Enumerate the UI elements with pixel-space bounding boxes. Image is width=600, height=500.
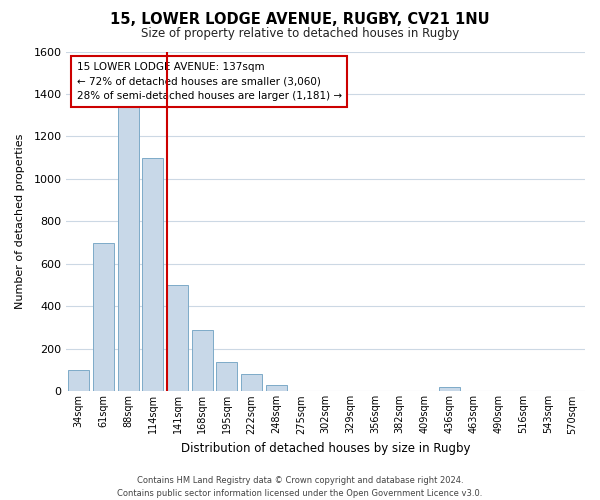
X-axis label: Distribution of detached houses by size in Rugby: Distribution of detached houses by size … <box>181 442 470 455</box>
Bar <box>241 374 262 392</box>
Text: 15 LOWER LODGE AVENUE: 137sqm
← 72% of detached houses are smaller (3,060)
28% o: 15 LOWER LODGE AVENUE: 137sqm ← 72% of d… <box>77 62 342 102</box>
Bar <box>266 385 287 392</box>
Bar <box>439 387 460 392</box>
Bar <box>68 370 89 392</box>
Bar <box>142 158 163 392</box>
Text: Contains HM Land Registry data © Crown copyright and database right 2024.
Contai: Contains HM Land Registry data © Crown c… <box>118 476 482 498</box>
Bar <box>167 285 188 392</box>
Bar <box>191 330 212 392</box>
Bar <box>118 106 139 392</box>
Text: 15, LOWER LODGE AVENUE, RUGBY, CV21 1NU: 15, LOWER LODGE AVENUE, RUGBY, CV21 1NU <box>110 12 490 28</box>
Bar <box>93 242 114 392</box>
Text: Size of property relative to detached houses in Rugby: Size of property relative to detached ho… <box>141 28 459 40</box>
Y-axis label: Number of detached properties: Number of detached properties <box>15 134 25 309</box>
Bar <box>217 362 238 392</box>
